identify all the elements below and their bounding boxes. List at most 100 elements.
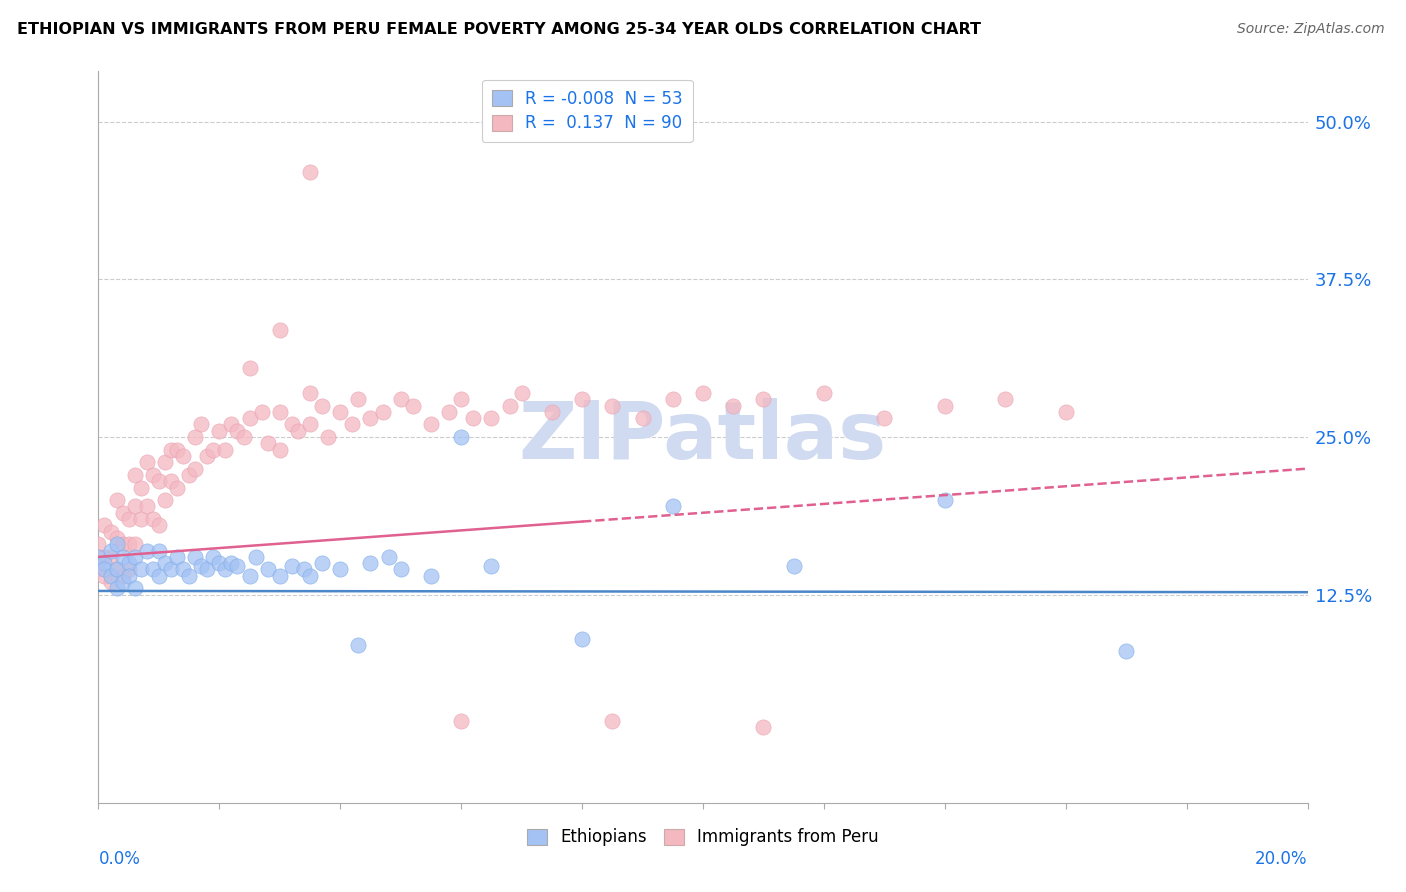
Legend: Ethiopians, Immigrants from Peru: Ethiopians, Immigrants from Peru bbox=[520, 822, 886, 853]
Point bbox=[129, 512, 152, 526]
Point bbox=[190, 417, 212, 432]
Point bbox=[118, 569, 141, 583]
Point bbox=[135, 500, 157, 514]
Point bbox=[602, 714, 624, 728]
Point bbox=[371, 405, 394, 419]
Point bbox=[723, 399, 745, 413]
Point bbox=[142, 512, 165, 526]
Point bbox=[111, 569, 134, 583]
Point bbox=[329, 562, 352, 576]
Point bbox=[226, 558, 249, 573]
Point bbox=[166, 549, 188, 564]
Point bbox=[221, 556, 243, 570]
Point bbox=[256, 562, 278, 576]
Point bbox=[661, 500, 683, 514]
Point bbox=[281, 558, 304, 573]
Point bbox=[124, 537, 146, 551]
Point bbox=[129, 562, 152, 576]
Point bbox=[214, 442, 236, 457]
Point bbox=[93, 518, 115, 533]
Point bbox=[214, 562, 236, 576]
Point bbox=[100, 575, 122, 590]
Point bbox=[93, 556, 115, 570]
Point bbox=[269, 323, 291, 337]
Point bbox=[93, 562, 115, 576]
Point bbox=[160, 474, 183, 488]
Point bbox=[118, 537, 141, 551]
Point bbox=[166, 481, 188, 495]
Point bbox=[1115, 644, 1137, 658]
Point bbox=[87, 549, 110, 564]
Point bbox=[377, 549, 399, 564]
Point bbox=[994, 392, 1017, 407]
Point bbox=[100, 543, 122, 558]
Point bbox=[360, 411, 382, 425]
Point bbox=[135, 543, 157, 558]
Point bbox=[510, 386, 533, 401]
Point bbox=[389, 392, 412, 407]
Point bbox=[148, 474, 170, 488]
Point bbox=[571, 632, 593, 646]
Point bbox=[389, 562, 412, 576]
Point bbox=[221, 417, 243, 432]
Point bbox=[299, 386, 322, 401]
Point bbox=[195, 449, 218, 463]
Text: 0.0%: 0.0% bbox=[98, 850, 141, 868]
Point bbox=[153, 556, 176, 570]
Point bbox=[450, 392, 472, 407]
Point bbox=[329, 405, 352, 419]
Point bbox=[269, 569, 291, 583]
Point bbox=[160, 562, 183, 576]
Point bbox=[124, 549, 146, 564]
Point bbox=[420, 569, 443, 583]
Point bbox=[752, 392, 775, 407]
Point bbox=[239, 569, 262, 583]
Point bbox=[118, 562, 141, 576]
Point bbox=[299, 417, 322, 432]
Point bbox=[93, 569, 115, 583]
Point bbox=[105, 531, 128, 545]
Point bbox=[100, 569, 122, 583]
Point bbox=[420, 417, 443, 432]
Point bbox=[142, 467, 165, 482]
Point bbox=[172, 562, 194, 576]
Point bbox=[813, 386, 835, 401]
Point bbox=[153, 493, 176, 508]
Point bbox=[540, 405, 562, 419]
Point bbox=[342, 417, 364, 432]
Point bbox=[148, 518, 170, 533]
Point bbox=[226, 424, 249, 438]
Point bbox=[105, 562, 128, 576]
Point bbox=[250, 405, 273, 419]
Point bbox=[148, 569, 170, 583]
Point bbox=[299, 165, 322, 179]
Point bbox=[87, 562, 110, 576]
Point bbox=[498, 399, 520, 413]
Point bbox=[281, 417, 304, 432]
Point bbox=[208, 424, 231, 438]
Point bbox=[450, 714, 472, 728]
Point bbox=[105, 537, 128, 551]
Point bbox=[184, 461, 207, 475]
Text: ZIPatlas: ZIPatlas bbox=[519, 398, 887, 476]
Point bbox=[437, 405, 460, 419]
Point bbox=[311, 399, 333, 413]
Point bbox=[118, 556, 141, 570]
Point bbox=[172, 449, 194, 463]
Point bbox=[245, 549, 267, 564]
Point bbox=[752, 720, 775, 734]
Point bbox=[481, 411, 503, 425]
Point bbox=[118, 512, 141, 526]
Point bbox=[100, 524, 122, 539]
Point bbox=[87, 537, 110, 551]
Point bbox=[100, 549, 122, 564]
Point bbox=[179, 569, 201, 583]
Point bbox=[232, 430, 254, 444]
Point bbox=[160, 442, 183, 457]
Point bbox=[195, 562, 218, 576]
Point bbox=[873, 411, 896, 425]
Point bbox=[124, 582, 146, 596]
Point bbox=[184, 549, 207, 564]
Point bbox=[287, 424, 309, 438]
Point bbox=[256, 436, 278, 450]
